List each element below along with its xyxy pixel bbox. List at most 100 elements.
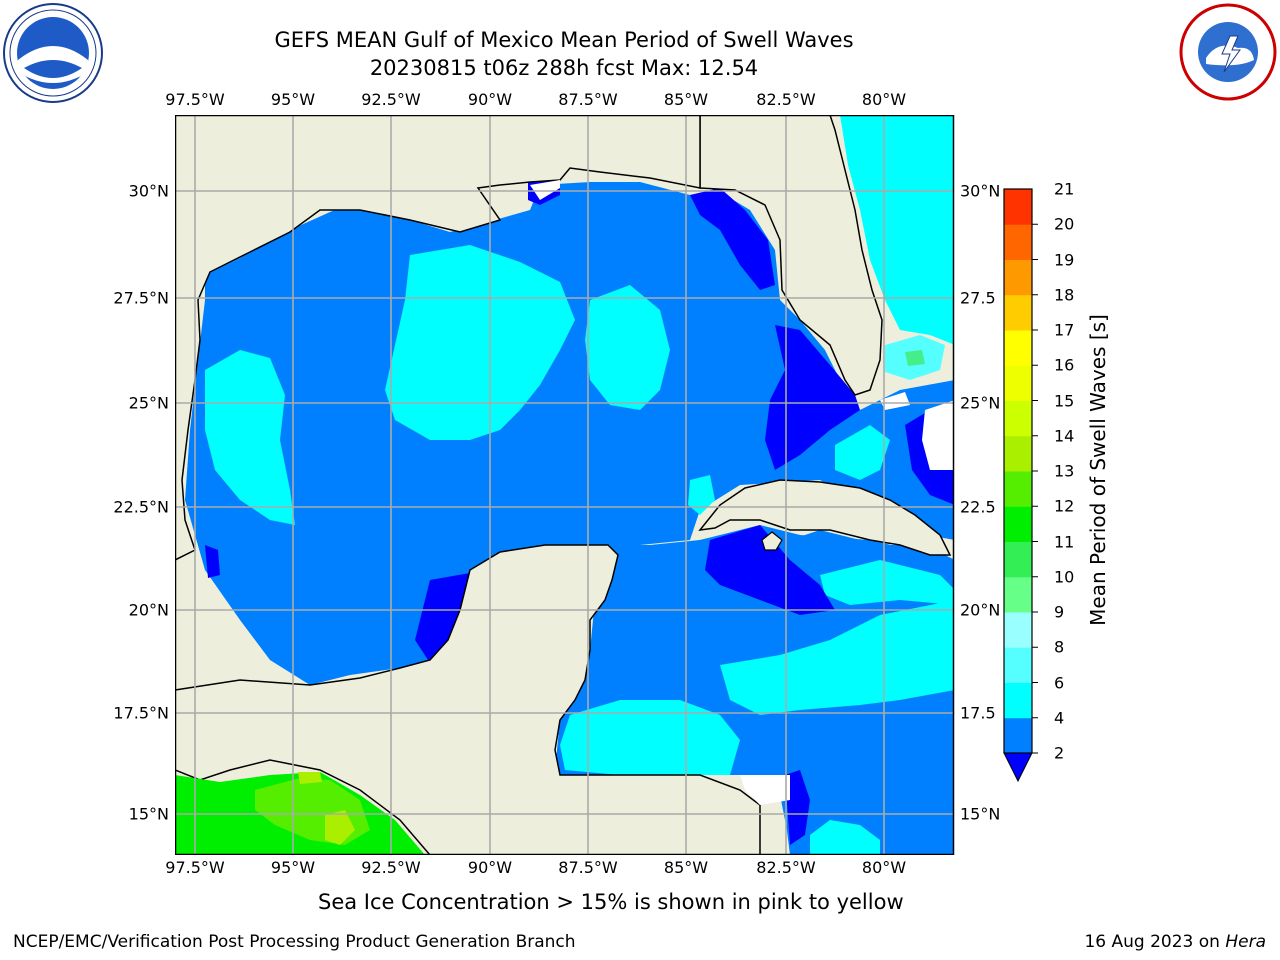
colorbar-segment <box>1004 400 1032 437</box>
lat-label-left: 25°N <box>128 393 169 413</box>
colorbar-segment <box>1004 294 1032 331</box>
colorbar-segment <box>1004 506 1032 542</box>
cuba-land <box>698 479 952 556</box>
footer-date: 16 Aug 2023 on Hera <box>1084 932 1266 952</box>
colorbar-segment <box>1004 330 1032 366</box>
lon-label-top: 90°W <box>467 90 513 109</box>
colorbar-tick-label: 19 <box>1054 250 1075 269</box>
atlantic-water <box>840 115 954 345</box>
lon-label-bottom: 85°W <box>663 858 709 877</box>
colorbar-segment <box>1004 224 1032 260</box>
noaa-logo <box>3 3 103 103</box>
lon-label-top: 95°W <box>270 90 316 109</box>
swell-patch <box>385 245 575 440</box>
lon-label-top: 87.5°W <box>558 90 618 109</box>
footer-date-text: 16 Aug 2023 on <box>1084 932 1226 952</box>
colorbar-tick-label: 2 <box>1054 743 1065 763</box>
colorbar-tick-label: 11 <box>1054 532 1075 551</box>
lon-label-bottom: 90°W <box>467 858 513 877</box>
chart-title: GEFS MEAN Gulf of Mexico Mean Period of … <box>274 28 854 52</box>
swell-patch <box>905 350 925 366</box>
lat-label-left: 20°N <box>128 600 169 620</box>
colorbar-tick-label: 6 <box>1054 673 1065 692</box>
colorbar-tick-label: 12 <box>1054 496 1075 516</box>
footer-host: Hera <box>1225 932 1266 952</box>
low-period-patch <box>765 325 860 470</box>
swell-patch <box>835 425 890 480</box>
colorbar <box>1003 188 1038 783</box>
graticule <box>175 115 954 854</box>
colorbar-segment <box>1004 189 1032 225</box>
footer-credit: NCEP/EMC/Verification Post Processing Pr… <box>13 932 576 952</box>
colorbar-tick-label: 8 <box>1054 637 1065 657</box>
florida-land <box>699 115 954 396</box>
lon-label-bottom: 80°W <box>861 858 907 877</box>
lon-label-bottom: 82.5°W <box>756 858 816 877</box>
lat-label-left: 27.5°N <box>113 288 169 308</box>
lon-label-bottom: 87.5°W <box>558 858 618 877</box>
swell-patch <box>688 475 715 515</box>
low-period-patch <box>690 188 775 290</box>
isla-juventud-land <box>761 531 783 551</box>
colorbar-label: Mean Period of Swell Waves [s] <box>1086 314 1110 626</box>
colorbar-tick-label: 18 <box>1054 285 1075 305</box>
low-period-patch <box>205 545 220 578</box>
colorbar-tick-label: 21 <box>1054 179 1075 199</box>
lat-label-right: 17.5 <box>960 703 996 723</box>
lat-label-left: 22.5°N <box>113 497 169 517</box>
colorbar-tick-label: 9 <box>1054 602 1065 622</box>
colorbar-segment <box>1004 576 1032 613</box>
swell-patch <box>820 560 954 605</box>
lon-label-bottom: 95°W <box>270 858 316 877</box>
colorbar-segment <box>1004 682 1032 719</box>
pacific-yellow-water <box>325 810 355 845</box>
colorbar-segment <box>1004 365 1032 401</box>
colorbar-tick-label: 10 <box>1054 567 1075 587</box>
colorbar-segment <box>1004 435 1032 472</box>
coast-mask <box>740 775 790 805</box>
map-frame <box>175 115 955 855</box>
low-period-patch <box>705 525 835 615</box>
swell-patch <box>560 700 740 775</box>
colorbar-extend-arrow <box>1003 752 1033 783</box>
colorbar-tick-label: 14 <box>1054 426 1075 446</box>
colorbar-tick-label: 15 <box>1054 391 1075 410</box>
lat-label-right: 25°N <box>960 393 1001 413</box>
lat-label-left: 30°N <box>128 181 169 201</box>
swell-patch <box>585 285 670 410</box>
lat-label-left: 17.5°N <box>113 703 169 723</box>
coast-mask <box>530 180 560 200</box>
nws-logo <box>1179 3 1277 101</box>
colorbar-segment <box>1004 612 1032 648</box>
lat-label-right: 30°N <box>960 181 1001 201</box>
map-panel <box>175 115 955 855</box>
lon-label-top: 82.5°W <box>756 90 816 109</box>
lat-label-right: 22.5 <box>960 497 996 517</box>
lat-label-right: 27.5 <box>960 288 996 308</box>
colorbar-tick-label: 20 <box>1054 214 1075 234</box>
lon-label-bottom: 97.5°W <box>165 858 225 877</box>
bahamas-land <box>880 392 910 410</box>
lon-label-top: 80°W <box>861 90 907 109</box>
lon-label-top: 97.5°W <box>165 90 225 109</box>
lon-label-bottom: 92.5°W <box>361 858 421 877</box>
colorbar-segment <box>1004 717 1032 754</box>
lat-label-left: 15°N <box>128 804 169 824</box>
us-gulf-coast-land <box>175 115 701 561</box>
lon-label-top: 85°W <box>663 90 709 109</box>
colorbar-segment <box>1004 471 1032 507</box>
colorbar-tick-label: 13 <box>1054 461 1075 481</box>
colorbar-tick-label: 16 <box>1054 355 1075 375</box>
lat-label-right: 20°N <box>960 600 1001 620</box>
swell-patch <box>205 350 295 525</box>
low-period-patch <box>415 573 470 660</box>
lon-label-top: 92.5°W <box>361 90 421 109</box>
swell-patch <box>720 600 954 715</box>
colorbar-tick-label: 4 <box>1054 708 1065 728</box>
low-period-patch <box>785 770 810 845</box>
colorbar-tick-label: 17 <box>1054 320 1075 340</box>
bahamas-land <box>922 400 954 470</box>
colorbar-segment <box>1004 259 1032 296</box>
swell-patch <box>810 820 880 854</box>
chart-subtitle: 20230815 t06z 288h fcst Max: 12.54 <box>369 56 759 80</box>
